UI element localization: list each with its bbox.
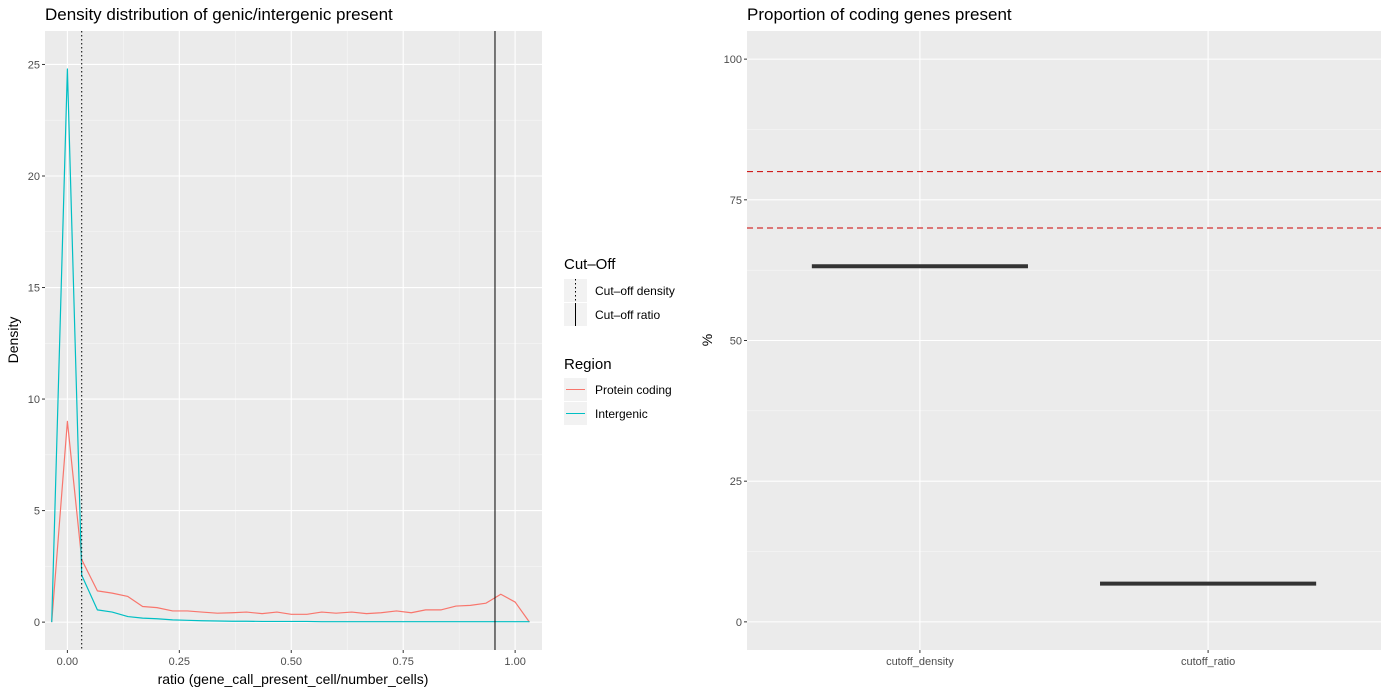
cutoff-ratio-legend-label: Cut–off ratio — [595, 308, 660, 322]
intergenic-legend-label: Intergenic — [595, 407, 648, 421]
density-cutoff-lines — [81, 31, 496, 650]
cutoff-legend-title: Cut–Off — [564, 256, 616, 273]
proportion-reference-lines — [747, 171, 1381, 229]
cutoff-legend-key-bg — [564, 279, 587, 302]
x-tick-label: cutoff_density — [886, 656, 954, 668]
proportion-gridlines — [747, 31, 1381, 650]
y-tick-label: 50 — [730, 336, 742, 348]
x-tick-label: 0.50 — [281, 656, 302, 668]
y-tick-label: 0 — [736, 617, 742, 629]
proportion-x-tick-labels: cutoff_density cutoff_ratio — [886, 650, 1235, 668]
proportion-panel: Proportion of coding genes present cutof… — [699, 5, 1381, 668]
protein-coding-legend-label: Protein coding — [595, 383, 672, 397]
y-tick-label: 10 — [28, 394, 40, 406]
density-panel: Density distribution of genic/intergenic… — [5, 5, 542, 687]
y-tick-label: 25 — [28, 59, 40, 71]
density-gridlines — [45, 31, 542, 650]
y-tick-label: 20 — [28, 171, 40, 183]
density-chart-title: Density distribution of genic/intergenic… — [45, 5, 393, 24]
x-tick-label: 0.00 — [57, 656, 78, 668]
proportion-bars — [811, 264, 1317, 586]
series-line-protein-coding — [51, 420, 530, 623]
x-tick-label: cutoff_ratio — [1181, 656, 1235, 668]
cutoff-density-legend-label: Cut–off density — [595, 284, 675, 298]
y-tick-label: 25 — [730, 476, 742, 488]
region-legend: Region Protein coding Intergenic — [564, 356, 672, 425]
density-series-lines — [51, 68, 530, 623]
y-tick-label: 15 — [28, 283, 40, 295]
x-tick-label: 0.75 — [392, 656, 413, 668]
density-y-tick-labels: 0 5 10 15 20 25 — [28, 59, 45, 629]
y-tick-label: 100 — [724, 54, 742, 66]
x-tick-label: 0.25 — [169, 656, 190, 668]
series-line-intergenic — [51, 68, 530, 623]
x-tick-label: 1.00 — [504, 656, 525, 668]
density-x-tick-labels: 0.00 0.25 0.50 0.75 1.00 — [57, 650, 526, 668]
cutoff-legend: Cut–Off Cut–off density Cut–off ratio — [564, 256, 675, 326]
density-x-axis-title: ratio (gene_call_present_cell/number_cel… — [158, 671, 429, 687]
region-legend-title: Region — [564, 356, 612, 373]
proportion-chart-title: Proportion of coding genes present — [747, 5, 1012, 24]
y-tick-label: 5 — [34, 506, 40, 518]
proportion-y-axis-title: % — [699, 334, 715, 346]
y-tick-label: 0 — [34, 617, 40, 629]
density-y-axis-title: Density — [5, 317, 21, 364]
density-plot-background — [45, 31, 542, 650]
proportion-y-tick-labels: 0 25 50 75 100 — [724, 54, 747, 629]
y-tick-label: 75 — [730, 195, 742, 207]
